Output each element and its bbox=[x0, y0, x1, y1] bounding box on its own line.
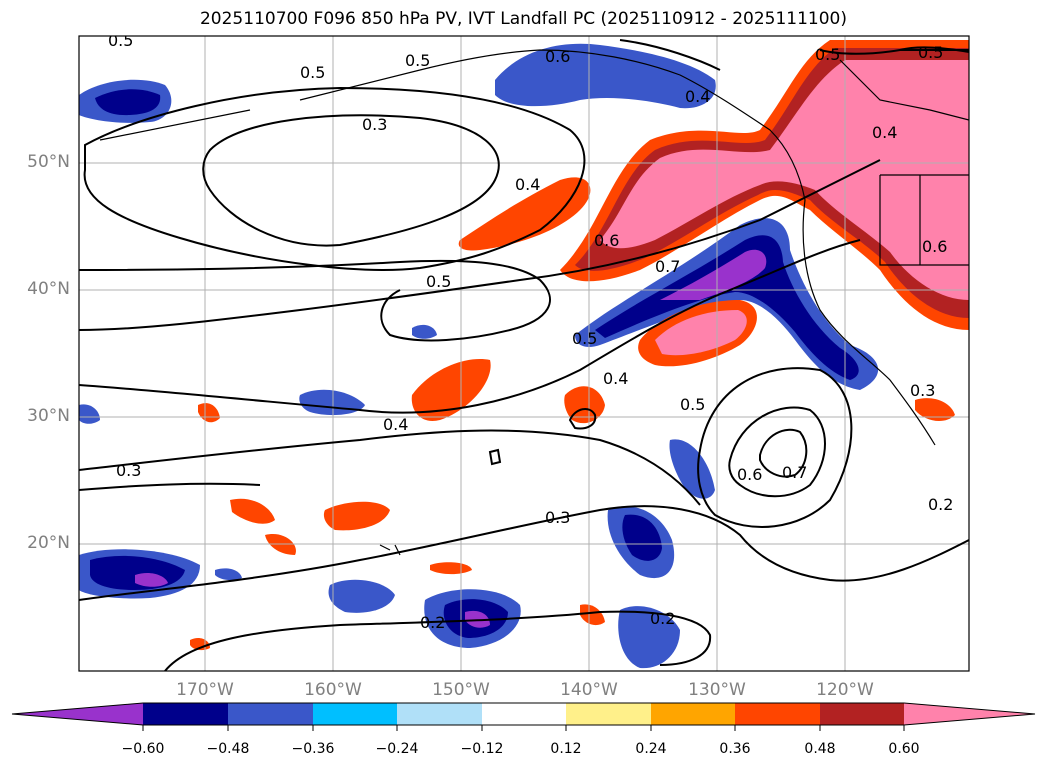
contour-label: 0.5 bbox=[815, 45, 840, 64]
coastlines bbox=[99, 49, 969, 556]
colorbar-tick-label: 0.60 bbox=[888, 741, 920, 757]
lat-label-40n: 40°N bbox=[27, 279, 70, 299]
contour-label: 0.5 bbox=[300, 63, 325, 82]
contour-label: 0.4 bbox=[515, 175, 540, 194]
contour-label: 0.3 bbox=[910, 381, 935, 400]
colorbar-tick-label: −0.24 bbox=[375, 741, 419, 757]
colorbar-segment bbox=[228, 703, 313, 725]
contour-label: 0.5 bbox=[572, 329, 597, 348]
colorbar-tick-label: 0.48 bbox=[804, 741, 836, 757]
map-title: 2025110700 F096 850 hPa PV, IVT Landfall… bbox=[199, 9, 847, 29]
lat-label-30n: 30°N bbox=[27, 406, 70, 426]
colorbar-tick-label: −0.36 bbox=[291, 741, 335, 757]
contour-label: 0.5 bbox=[918, 43, 943, 62]
colorbar-segment bbox=[651, 703, 735, 725]
contour-label: 0.3 bbox=[545, 508, 570, 527]
lon-label-160w: 160°W bbox=[304, 680, 362, 700]
contour-label: 0.5 bbox=[426, 272, 451, 291]
contour-labels: 0.5 0.5 0.5 0.3 0.6 0.5 0.4 0.6 0.7 0.5 … bbox=[108, 31, 953, 632]
colorbar-max-extend bbox=[904, 703, 1035, 725]
colorbar-tick-label: −0.60 bbox=[121, 741, 165, 757]
colorbar-segment bbox=[482, 703, 566, 725]
contour-label: 0.6 bbox=[594, 231, 619, 250]
colorbar bbox=[11, 702, 1036, 731]
contour-label: 0.3 bbox=[116, 461, 141, 480]
contour-label: 0.6 bbox=[737, 465, 762, 484]
contour-label: 0.3 bbox=[362, 115, 387, 134]
colorbar-segment bbox=[313, 703, 397, 725]
contour-label: 0.5 bbox=[405, 51, 430, 70]
contour-label: 0.2 bbox=[650, 609, 675, 628]
contour-label: 0.7 bbox=[655, 257, 680, 276]
colorbar-tick-label: 0.36 bbox=[719, 741, 751, 757]
colorbar-segment bbox=[820, 703, 904, 725]
colorbar-segment bbox=[735, 703, 820, 725]
contour-label: 0.4 bbox=[872, 123, 897, 142]
contour-label: 0.4 bbox=[685, 87, 710, 106]
contour-label: 0.4 bbox=[603, 369, 628, 388]
colorbar-tick-label: 0.12 bbox=[550, 741, 582, 757]
lat-label-20n: 20°N bbox=[27, 533, 70, 553]
lat-label-50n: 50°N bbox=[27, 152, 70, 172]
colorbar-tick-label: −0.48 bbox=[206, 741, 250, 757]
colorbar-segment bbox=[566, 703, 651, 725]
contour-label: 0.4 bbox=[383, 415, 408, 434]
pv-contours bbox=[79, 39, 969, 671]
colorbar-min-extend bbox=[12, 703, 143, 725]
colorbar-segment bbox=[397, 703, 482, 725]
contour-label: 0.2 bbox=[928, 495, 953, 514]
colorbar-segment bbox=[143, 703, 228, 725]
contour-label: 0.7 bbox=[782, 463, 807, 482]
lon-label-130w: 130°W bbox=[688, 680, 746, 700]
contour-label: 0.6 bbox=[545, 47, 570, 66]
colorbar-tick-label: −0.12 bbox=[460, 741, 504, 757]
contour-label: 0.5 bbox=[680, 395, 705, 414]
lon-label-150w: 150°W bbox=[432, 680, 490, 700]
lon-label-120w: 120°W bbox=[816, 680, 874, 700]
contour-label: 0.6 bbox=[922, 237, 947, 256]
contour-label: 0.5 bbox=[108, 31, 133, 50]
map-frame bbox=[78, 35, 970, 672]
colorbar-tick-label: 0.24 bbox=[635, 741, 667, 757]
contour-label: 0.2 bbox=[420, 613, 445, 632]
lon-label-170w: 170°W bbox=[176, 680, 234, 700]
lon-label-140w: 140°W bbox=[560, 680, 618, 700]
